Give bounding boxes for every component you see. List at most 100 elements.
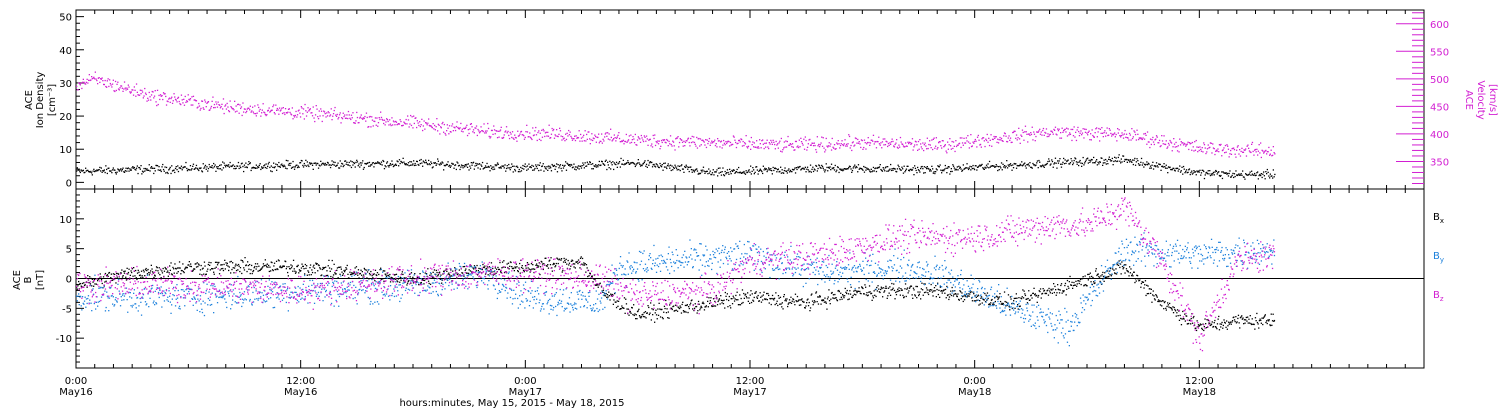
- data-point: [450, 165, 452, 167]
- data-point: [925, 145, 927, 147]
- data-point: [1153, 165, 1155, 167]
- data-point: [954, 293, 956, 295]
- data-point: [1075, 161, 1078, 163]
- data-point: [474, 127, 476, 129]
- data-point: [308, 271, 310, 273]
- data-point: [882, 287, 884, 289]
- data-point: [462, 272, 464, 274]
- data-point: [966, 163, 968, 165]
- data-point: [258, 166, 260, 169]
- data-point: [880, 286, 882, 288]
- data-point: [1048, 135, 1050, 138]
- data-point: [295, 110, 297, 113]
- data-point: [1261, 176, 1263, 179]
- data-point: [161, 95, 163, 97]
- data-point: [398, 165, 400, 167]
- data-point: [811, 293, 813, 295]
- data-point: [305, 110, 307, 112]
- data-point: [1170, 141, 1172, 143]
- data-point: [706, 170, 708, 172]
- data-point: [298, 272, 300, 274]
- data-point: [320, 164, 323, 166]
- data-point: [752, 141, 754, 143]
- data-point: [877, 285, 879, 287]
- data-point: [918, 169, 920, 172]
- data-point: [648, 313, 650, 316]
- data-point: [1119, 263, 1122, 265]
- data-point: [739, 141, 741, 143]
- data-point: [1233, 149, 1236, 151]
- data-point: [539, 162, 541, 164]
- data-point: [614, 292, 616, 295]
- data-point: [929, 140, 931, 142]
- data-point: [744, 143, 747, 145]
- data-point: [302, 108, 305, 110]
- data-point: [785, 170, 787, 172]
- data-point: [471, 164, 473, 166]
- data-point: [416, 280, 418, 282]
- data-point: [1169, 302, 1171, 305]
- data-point: [565, 161, 567, 163]
- data-point: [657, 314, 660, 316]
- data-point: [792, 298, 794, 300]
- data-point: [889, 168, 891, 170]
- data-point: [521, 134, 523, 136]
- data-point: [1165, 164, 1167, 166]
- data-point: [83, 284, 86, 287]
- data-point: [108, 167, 110, 169]
- data-point: [402, 124, 404, 126]
- data-point: [964, 142, 967, 144]
- data-point: [521, 265, 523, 267]
- data-point: [1057, 160, 1059, 162]
- data-point: [222, 269, 225, 272]
- data-point: [144, 92, 147, 94]
- data-point: [759, 169, 761, 172]
- data-point: [511, 136, 513, 139]
- data-point: [809, 144, 812, 146]
- data-point: [218, 273, 221, 275]
- data-point: [458, 269, 460, 271]
- data-point: [83, 81, 85, 83]
- data-point: [1215, 149, 1218, 151]
- data-point: [579, 140, 581, 142]
- data-point: [657, 165, 659, 167]
- data-point: [527, 168, 529, 170]
- data-point: [393, 165, 395, 167]
- data-point: [110, 273, 112, 275]
- data-point: [922, 168, 924, 170]
- data-point: [1038, 130, 1040, 132]
- data-point: [511, 165, 514, 167]
- data-point: [673, 145, 675, 147]
- data-point: [907, 141, 909, 143]
- data-point: [697, 173, 699, 175]
- data-point: [204, 166, 206, 168]
- data-point: [513, 165, 515, 167]
- data-point: [401, 125, 404, 127]
- data-point: [902, 145, 905, 147]
- data-point: [604, 160, 606, 162]
- data-point: [623, 297, 626, 299]
- data-point: [1086, 285, 1088, 287]
- data-point: [944, 144, 946, 146]
- data-point: [645, 163, 648, 165]
- data-point: [273, 265, 275, 267]
- data-point: [906, 288, 908, 290]
- data-point: [669, 135, 672, 137]
- data-point: [435, 126, 437, 128]
- data-point: [219, 164, 221, 167]
- data-point: [381, 118, 383, 121]
- data-point: [1123, 266, 1125, 269]
- data-point: [1172, 306, 1174, 308]
- data-point: [541, 129, 543, 131]
- data-point: [500, 167, 502, 169]
- data-point: [356, 116, 359, 119]
- data-point: [1030, 132, 1032, 134]
- data-point: [328, 164, 330, 166]
- data-point: [650, 302, 652, 304]
- data-point: [847, 298, 849, 301]
- data-point: [848, 134, 850, 136]
- data-point: [162, 168, 165, 171]
- data-point: [1182, 165, 1185, 168]
- data-point: [264, 259, 266, 261]
- data-point: [713, 174, 715, 176]
